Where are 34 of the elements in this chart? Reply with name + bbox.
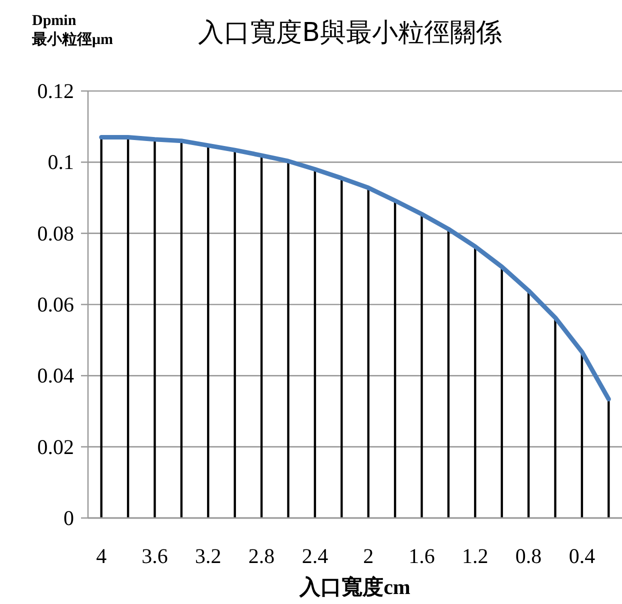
x-axis-title: 入口寬度cm	[298, 575, 411, 599]
bar	[287, 161, 290, 518]
x-tick-label: 3.2	[195, 544, 222, 568]
x-tick-label: 1.2	[462, 544, 488, 568]
bar	[367, 188, 370, 518]
y-tick-label: 0.02	[37, 434, 74, 459]
x-tick-label: 4	[96, 544, 108, 568]
bar	[100, 137, 102, 518]
bar	[447, 229, 450, 518]
x-tick-label: 0.4	[568, 544, 596, 568]
x-tick-label: 1.6	[408, 544, 435, 568]
x-tick-label: 2	[363, 544, 374, 568]
bar	[500, 266, 503, 518]
y-tick-label: 0.12	[37, 79, 74, 103]
bar	[394, 200, 396, 518]
x-tick-label: 2.4	[302, 544, 329, 568]
bar	[234, 150, 236, 518]
bar	[554, 318, 556, 518]
bar	[420, 214, 423, 518]
y-tick-label: 0.06	[37, 292, 74, 316]
y-tick-label: 0.1	[48, 150, 74, 174]
y-tick-label: 0	[64, 506, 74, 530]
bar	[340, 178, 343, 518]
x-tick-label: 3.6	[142, 544, 168, 568]
bar	[608, 399, 610, 518]
y-tick-label: 0.04	[37, 364, 74, 388]
y-tick-label: 0.08	[37, 221, 74, 246]
bar	[474, 246, 476, 518]
y-axis-title: Dpmin 最小粒徑μm	[31, 13, 114, 48]
line-series	[99, 135, 611, 402]
x-tick-label: 2.8	[248, 544, 275, 568]
bar	[314, 169, 316, 518]
chart-title: 入口寬度B與最小粒徑關係	[198, 18, 502, 48]
x-tick-label: 0.8	[515, 544, 542, 568]
